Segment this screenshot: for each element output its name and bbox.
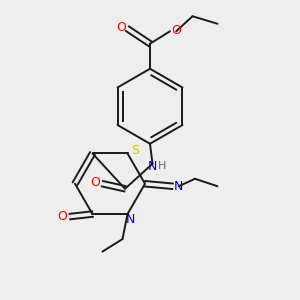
Text: O: O bbox=[116, 21, 126, 34]
Text: O: O bbox=[171, 23, 181, 37]
Text: N: N bbox=[148, 160, 157, 173]
Text: N: N bbox=[125, 213, 135, 226]
Text: S: S bbox=[131, 144, 139, 158]
Text: H: H bbox=[158, 161, 167, 171]
Text: O: O bbox=[58, 210, 68, 223]
Text: O: O bbox=[90, 176, 100, 189]
Text: N: N bbox=[174, 180, 183, 193]
